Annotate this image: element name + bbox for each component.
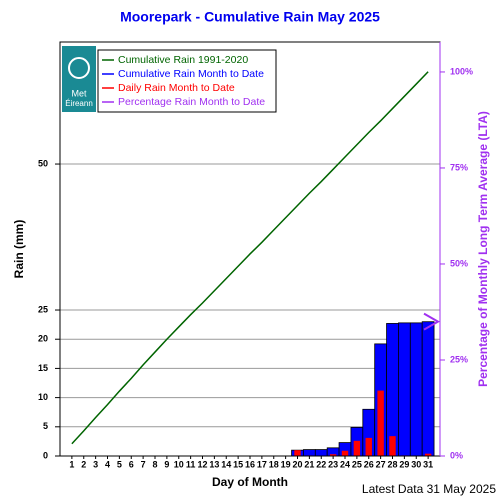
x-tick-label: 8 xyxy=(152,459,157,469)
line xyxy=(71,71,429,445)
logo-text: Met xyxy=(71,88,87,98)
y2-tick-label: 25% xyxy=(450,354,468,364)
x-tick-label: 13 xyxy=(209,459,219,469)
logo-text: Éireann xyxy=(65,99,93,108)
x-tick-label: 29 xyxy=(399,459,409,469)
x-tick-label: 2 xyxy=(81,459,86,469)
legend-label: Cumulative Rain Month to Date xyxy=(118,68,264,80)
daily-bar xyxy=(424,453,432,456)
x-tick-label: 9 xyxy=(164,459,169,469)
x-tick-label: 26 xyxy=(364,459,374,469)
bar xyxy=(386,323,399,457)
x-tick-label: 18 xyxy=(269,459,279,469)
chart-title: Moorepark - Cumulative Rain May 2025 xyxy=(120,9,380,25)
y-tick-label: 0 xyxy=(43,450,48,460)
x-tick-label: 14 xyxy=(221,459,231,469)
x-tick-label: 31 xyxy=(423,459,433,469)
x-tick-label: 1 xyxy=(69,459,74,469)
logo-icon xyxy=(68,57,90,79)
daily-bar xyxy=(341,450,349,456)
y2-tick-label: 75% xyxy=(450,162,468,172)
x-tick-label: 12 xyxy=(197,459,207,469)
x-tick-label: 28 xyxy=(387,459,397,469)
x-tick-label: 22 xyxy=(316,459,326,469)
x-tick-label: 21 xyxy=(304,459,314,469)
legend-label: Daily Rain Month to Date xyxy=(118,82,235,94)
bar xyxy=(398,322,411,457)
y-tick-label: 5 xyxy=(43,421,48,431)
y2-tick-label: 50% xyxy=(450,258,468,268)
y2-tick-label: 100% xyxy=(450,66,473,76)
daily-bar xyxy=(329,454,337,456)
x-tick-label: 3 xyxy=(93,459,98,469)
bar xyxy=(421,321,435,457)
daily-bar xyxy=(294,450,301,456)
x-tick-label: 27 xyxy=(376,459,386,469)
bar xyxy=(409,322,423,457)
x-tick-label: 11 xyxy=(186,459,196,469)
bar xyxy=(314,449,328,457)
x-tick-label: 15 xyxy=(233,459,243,469)
daily-bar xyxy=(353,440,361,456)
footer: Latest Data 31 May 2025 xyxy=(362,482,496,496)
x-tick-label: 7 xyxy=(141,459,146,469)
x-tick-label: 17 xyxy=(257,459,267,469)
x-tick-label: 30 xyxy=(411,459,421,469)
plot-area xyxy=(60,71,440,457)
x-tick-label: 4 xyxy=(105,459,110,469)
y2-tick-label: 0% xyxy=(450,450,463,460)
daily-bar xyxy=(389,436,396,456)
y-tick-label: 50 xyxy=(38,158,48,168)
y2-axis-label: Percentage of Monthly Long Term Average … xyxy=(476,111,490,387)
y-tick-label: 25 xyxy=(38,304,48,314)
y-axis-label: Rain (mm) xyxy=(12,220,26,279)
legend xyxy=(97,49,277,113)
y-tick-label: 15 xyxy=(38,363,48,373)
daily-bar xyxy=(377,390,384,456)
x-tick-label: 19 xyxy=(281,459,291,469)
x-tick-label: 10 xyxy=(174,459,184,469)
legend-label: Cumulative Rain 1991-2020 xyxy=(118,54,248,66)
daily-bar xyxy=(365,437,372,456)
y-tick-label: 20 xyxy=(38,334,48,344)
x-tick-label: 23 xyxy=(328,459,338,469)
y-tick-label: 10 xyxy=(38,392,48,402)
x-tick-label: 20 xyxy=(292,459,302,469)
x-axis-label: Day of Month xyxy=(212,475,288,489)
bar xyxy=(303,449,316,457)
percentage-marker xyxy=(423,312,441,331)
legend-label: Percentage Rain Month to Date xyxy=(118,96,265,108)
x-tick-label: 16 xyxy=(245,459,255,469)
x-tick-label: 25 xyxy=(352,459,362,469)
x-tick-label: 24 xyxy=(340,459,350,469)
x-tick-label: 6 xyxy=(129,459,134,469)
x-tick-label: 5 xyxy=(117,459,122,469)
